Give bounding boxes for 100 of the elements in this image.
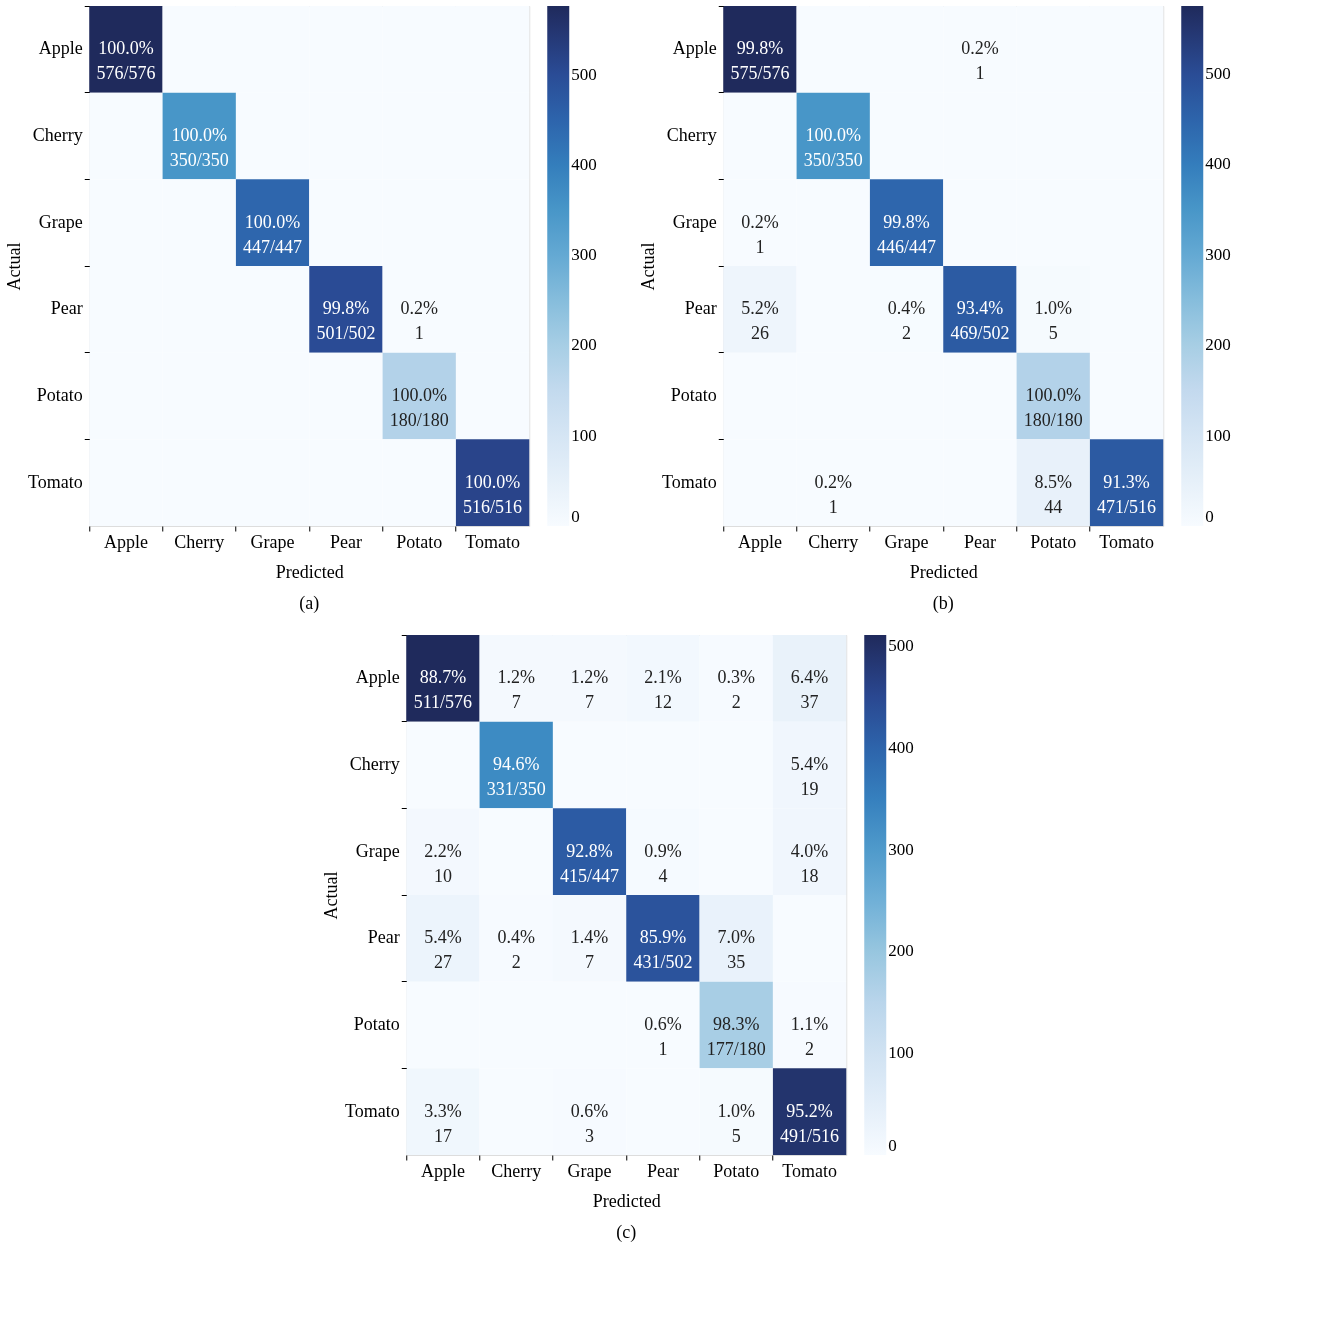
- data-label: 100.0% 447/447: [243, 211, 303, 257]
- y-tick-label: Cherry: [32, 125, 83, 145]
- data-label: 5.2% 26: [741, 298, 779, 344]
- y-tick-label: Cherry: [666, 125, 717, 145]
- y-tick-label: Grape: [38, 211, 83, 232]
- y-tick-label: Grape: [672, 211, 717, 232]
- text: (c): [616, 1222, 637, 1243]
- x-axis-title: Predicted: [909, 561, 978, 582]
- x-tick-label: Cherry: [808, 531, 859, 552]
- data-label: 88.7% 511/576: [413, 667, 473, 713]
- data-label: 3.3% 17: [424, 1100, 462, 1146]
- data-label: 100.0% 350/350: [169, 125, 229, 170]
- data-label: 95.2% 491/516: [780, 1100, 840, 1146]
- data-label: 100.0% 180/180: [1023, 385, 1083, 430]
- data-label: 0.9% 4: [644, 840, 682, 886]
- color-bar-label: 0: [888, 1136, 897, 1155]
- color-bar-label: 100: [888, 1043, 914, 1063]
- color-bar-label: 400: [571, 154, 597, 174]
- data-label: 98.3% 177/180: [706, 1014, 766, 1059]
- data-label: 0.4% 2: [497, 927, 535, 973]
- y-tick-label: Apple: [38, 38, 83, 59]
- data-label: 1.0% 5: [1034, 298, 1072, 344]
- x-tick-label: Apple: [103, 531, 148, 552]
- color-bar-label: 0: [1205, 507, 1214, 526]
- data-label: 85.9% 431/502: [633, 927, 693, 973]
- x-tick-label: Tomato: [782, 1160, 837, 1181]
- y-tick-label: Pear: [50, 298, 83, 319]
- x-axis-title: Predicted: [592, 1190, 661, 1211]
- data-label: 100.0% 576/576: [96, 38, 156, 84]
- y-axis-title: Actual: [638, 242, 659, 291]
- y-tick-label: Grape: [355, 840, 400, 861]
- color-bar-label: 300: [571, 245, 597, 265]
- data-label: 99.8% 446/447: [877, 211, 937, 257]
- data-label: 1.0% 5: [717, 1100, 755, 1146]
- text: (a): [299, 593, 320, 614]
- data-label: 99.8% 575/576: [730, 38, 790, 84]
- data-label: 1.1% 2: [790, 1014, 829, 1059]
- data-label: 94.6% 331/350: [486, 754, 546, 799]
- y-tick-label: Tomato: [662, 471, 717, 492]
- color-bar-label: 200: [888, 941, 914, 961]
- data-label: 1.4% 7: [570, 927, 609, 973]
- x-tick-label: Potato: [396, 531, 443, 552]
- data-label: 91.3% 471/516: [1097, 471, 1157, 517]
- y-tick-label: Potato: [353, 1014, 400, 1034]
- data-label: 0.4% 2: [887, 298, 926, 344]
- color-bar-label: 500: [1205, 63, 1231, 83]
- x-tick-label: Cherry: [174, 531, 225, 552]
- data-label: 100.0% 516/516: [463, 471, 523, 517]
- data-label: 0.2% 1: [814, 471, 852, 517]
- text: (b): [932, 593, 954, 614]
- data-label: 92.8% 415/447: [560, 840, 620, 886]
- y-tick-label: Potato: [670, 385, 717, 405]
- color-bar-label: 100: [571, 425, 597, 445]
- data-label: 2.2% 10: [424, 840, 462, 886]
- data-label: 5.4% 27: [424, 927, 462, 973]
- y-tick-label: Tomato: [345, 1100, 400, 1121]
- x-tick-label: Pear: [963, 531, 996, 552]
- x-tick-label: Tomato: [465, 531, 520, 552]
- y-tick-label: Potato: [36, 385, 83, 405]
- data-label: 0.2% 1: [961, 38, 999, 84]
- x-tick-label: Apple: [420, 1160, 465, 1181]
- x-tick-label: Grape: [567, 1160, 612, 1181]
- color-bar-label: 300: [888, 839, 914, 859]
- x-tick-label: Grape: [884, 531, 929, 552]
- color-bar-label: 200: [1205, 335, 1231, 355]
- data-label: 4.0% 18: [790, 840, 829, 886]
- data-label: 7.0% 35: [717, 927, 755, 973]
- x-tick-label: Pear: [646, 1160, 679, 1181]
- x-tick-label: Apple: [737, 531, 782, 552]
- y-axis-title: Actual: [321, 871, 342, 920]
- color-bar-label: 300: [1205, 244, 1231, 264]
- x-tick-label: Pear: [329, 531, 362, 552]
- data-label: 99.8% 501/502: [316, 298, 376, 344]
- y-tick-label: Apple: [355, 667, 400, 688]
- x-tick-label: Potato: [1030, 531, 1077, 552]
- y-axis-title: Actual: [4, 242, 25, 291]
- x-tick-label: Tomato: [1099, 531, 1154, 552]
- data-label: 100.0% 180/180: [389, 385, 449, 430]
- y-tick-label: Tomato: [28, 471, 83, 492]
- data-label: 0.6% 3: [570, 1100, 609, 1146]
- y-tick-label: Cherry: [349, 754, 400, 774]
- color-bar-label: 100: [1205, 425, 1231, 445]
- data-label: 0.3% 2: [717, 667, 755, 713]
- data-label: 0.6% 1: [644, 1014, 682, 1059]
- data-label: 1.2% 7: [570, 667, 609, 713]
- x-tick-label: Potato: [713, 1160, 760, 1181]
- color-bar-label: 400: [1205, 154, 1231, 174]
- color-bar-label: 500: [888, 636, 914, 656]
- x-tick-label: Cherry: [491, 1160, 542, 1181]
- data-label: 5.4% 19: [790, 754, 829, 799]
- y-tick-label: Pear: [367, 927, 400, 948]
- data-label: 6.4% 37: [790, 667, 829, 713]
- y-tick-label: Apple: [672, 38, 717, 59]
- color-bar-label: 0: [571, 507, 580, 526]
- x-axis-title: Predicted: [275, 561, 344, 582]
- data-label: 0.2% 1: [400, 298, 438, 344]
- y-tick-label: Pear: [684, 298, 717, 319]
- data-label: 8.5% 44: [1034, 471, 1072, 517]
- data-label: 1.2% 7: [497, 667, 535, 713]
- color-bar-label: 200: [571, 335, 597, 355]
